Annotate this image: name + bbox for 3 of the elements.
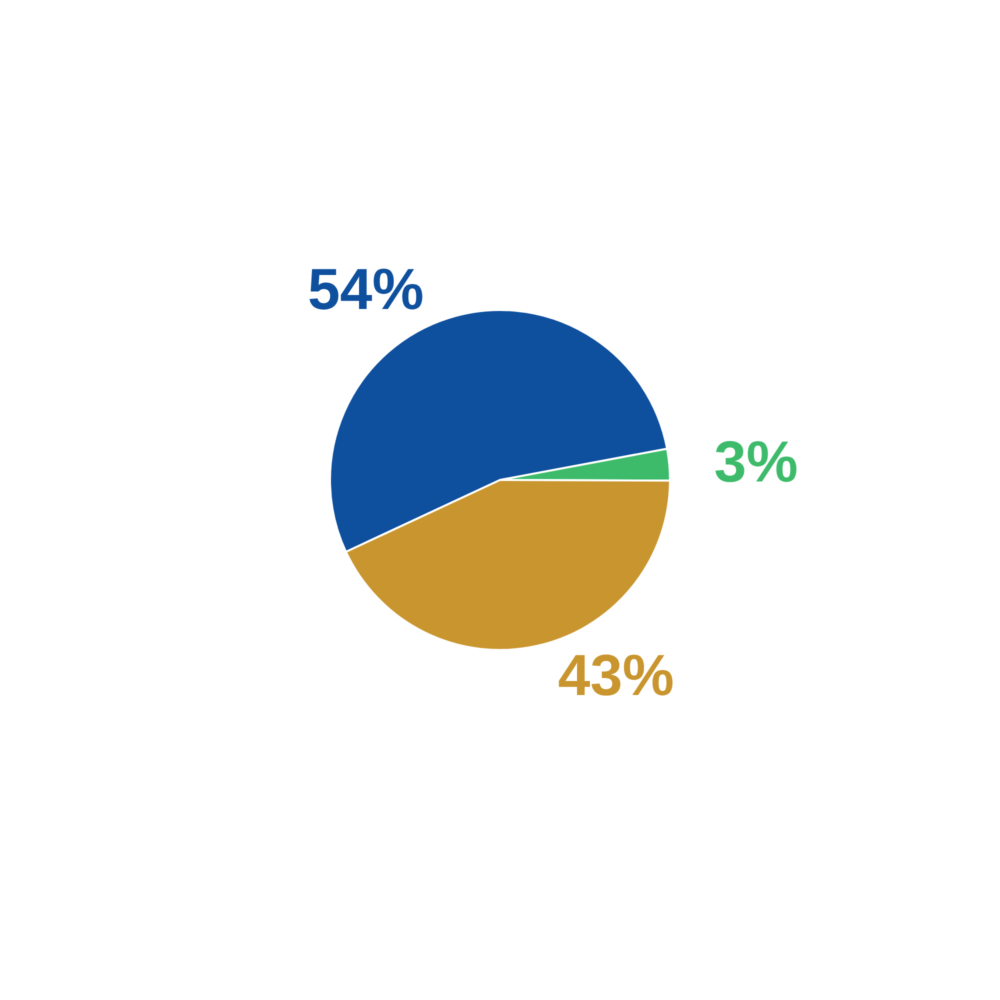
data-label: 43% [558,642,674,708]
data-label: 54% [308,257,424,322]
data-label: 3% [714,429,798,494]
